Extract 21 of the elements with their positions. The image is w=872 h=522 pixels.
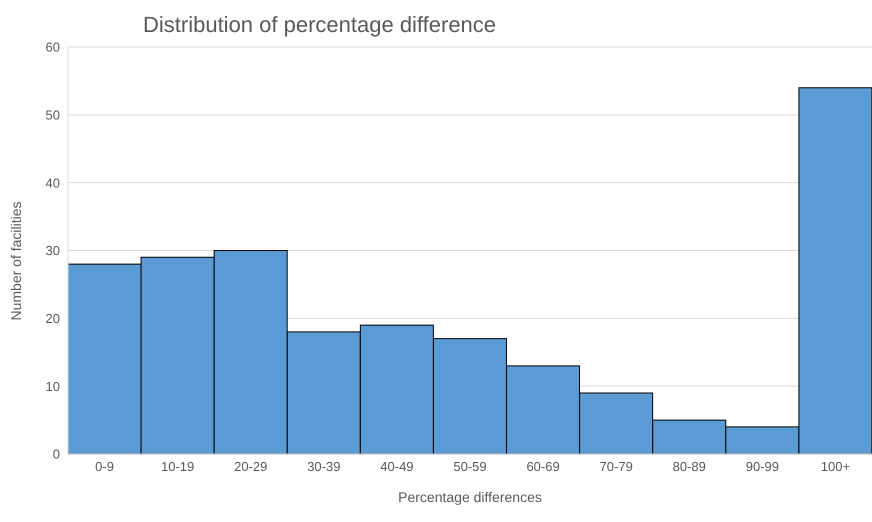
y-tick-label: 30 [46,243,60,258]
x-axis-title: Percentage differences [398,488,542,505]
x-tick-label: 20-29 [234,459,268,474]
x-tick-label: 80-89 [672,459,706,474]
y-tick-label: 10 [46,378,60,394]
y-tick-label: 20 [46,310,60,326]
x-tick-label: 50-59 [453,459,487,474]
x-tick-label: 90-99 [746,459,779,474]
y-tick-label: 0 [52,446,60,462]
y-tick-label: 40 [46,175,60,190]
y-tick-label: 50 [46,107,60,122]
x-tick-label: 70-79 [600,459,633,474]
x-tick-label: 0-9 [95,459,114,474]
chart-title: Distribution of percentage difference [143,12,496,38]
x-tick-label: 30-39 [307,459,340,474]
y-tick-label: 60 [46,40,60,55]
x-tick-label: 60-69 [526,459,560,474]
x-tick-label: 40-49 [380,459,414,474]
x-tick-label: 100+ [820,459,850,474]
y-axis-title: Number of facilities [8,201,24,320]
x-tick-label: 10-19 [161,459,194,474]
